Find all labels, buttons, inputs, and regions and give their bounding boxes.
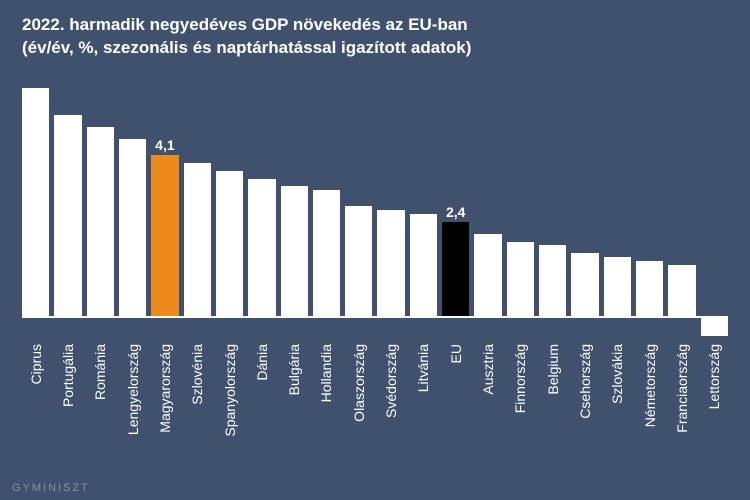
x-axis-label: Németország: [642, 344, 658, 427]
x-axis-label: Franciaország: [674, 344, 690, 433]
bar-slot: [701, 80, 728, 340]
x-axis-label: Finnország: [512, 344, 528, 413]
bar-slot: [604, 80, 631, 340]
title-line-2: (év/év, %, szezonális és naptárhatással …: [22, 38, 471, 57]
bar-chart: 4,1 2,4: [22, 80, 728, 340]
watermark: GYMINISZT: [12, 482, 90, 494]
x-axis-label: Szlovénia: [189, 344, 205, 405]
bar-slot: [571, 80, 598, 340]
x-axis-label: Ausztria: [480, 344, 496, 395]
bar: [539, 245, 566, 316]
bar: [377, 210, 404, 316]
x-axis-label: Spanyolország: [222, 344, 238, 437]
bar: [281, 186, 308, 316]
bar-value-label: 2,4: [446, 204, 465, 220]
x-axis-label: Dánia: [254, 344, 270, 381]
x-axis-label: Ciprus: [28, 344, 44, 384]
chart-title: 2022. harmadik negyedéves GDP növekedés …: [22, 14, 728, 60]
bar: [87, 127, 114, 316]
bar-slot: [216, 80, 243, 340]
bar: [313, 190, 340, 316]
bar: [571, 253, 598, 316]
bar-slot: [668, 80, 695, 340]
bar-slot: [313, 80, 340, 340]
bar: [410, 214, 437, 316]
bar: [345, 206, 372, 316]
bar: [701, 316, 728, 336]
baseline: [22, 316, 728, 318]
bar-slot: [539, 80, 566, 340]
x-axis-label: Lengyelország: [125, 344, 141, 435]
bar-slot: [636, 80, 663, 340]
bar: [248, 179, 275, 317]
bar: [507, 242, 534, 317]
bar-slot: [474, 80, 501, 340]
bar: [54, 115, 81, 316]
bar-slot: [54, 80, 81, 340]
x-axis-label: Románia: [92, 344, 108, 400]
x-axis-label: EU: [448, 344, 464, 363]
bar: [636, 261, 663, 316]
bar-slot: 2,4: [442, 80, 469, 340]
bar-slot: [377, 80, 404, 340]
bar-slot: [281, 80, 308, 340]
bar-slot: 4,1: [151, 80, 178, 340]
bar: [184, 163, 211, 317]
x-axis-label: Lettország: [706, 344, 722, 409]
bar-slot: [345, 80, 372, 340]
title-line-1: 2022. harmadik negyedéves GDP növekedés …: [22, 15, 468, 34]
x-axis-label: Csehország: [577, 344, 593, 419]
x-axis-label: Hollandia: [318, 344, 334, 402]
bar-slot: [507, 80, 534, 340]
x-axis-label: Portugália: [60, 344, 76, 407]
bar: [151, 155, 178, 317]
bar-slot: [248, 80, 275, 340]
x-axis-label: Svédország: [383, 344, 399, 418]
bar-slot: [87, 80, 114, 340]
x-axis-label: Magyarország: [157, 344, 173, 433]
bar: [604, 257, 631, 316]
bar: [22, 88, 49, 316]
bar: [119, 139, 146, 316]
bar-slot: [410, 80, 437, 340]
x-axis-label: Belgium: [545, 344, 561, 395]
bar-value-label: 4,1: [155, 137, 174, 153]
bar-slot: [184, 80, 211, 340]
x-axis-label: Bulgária: [286, 344, 302, 395]
x-axis-label: Szlovákia: [609, 344, 625, 404]
x-axis-label: Litvánia: [415, 344, 431, 392]
bar: [442, 222, 469, 317]
bar: [668, 265, 695, 316]
bar: [216, 171, 243, 317]
bar-slot: [22, 80, 49, 340]
x-axis-label: Olaszország: [351, 344, 367, 422]
bar-slot: [119, 80, 146, 340]
bar: [474, 234, 501, 317]
